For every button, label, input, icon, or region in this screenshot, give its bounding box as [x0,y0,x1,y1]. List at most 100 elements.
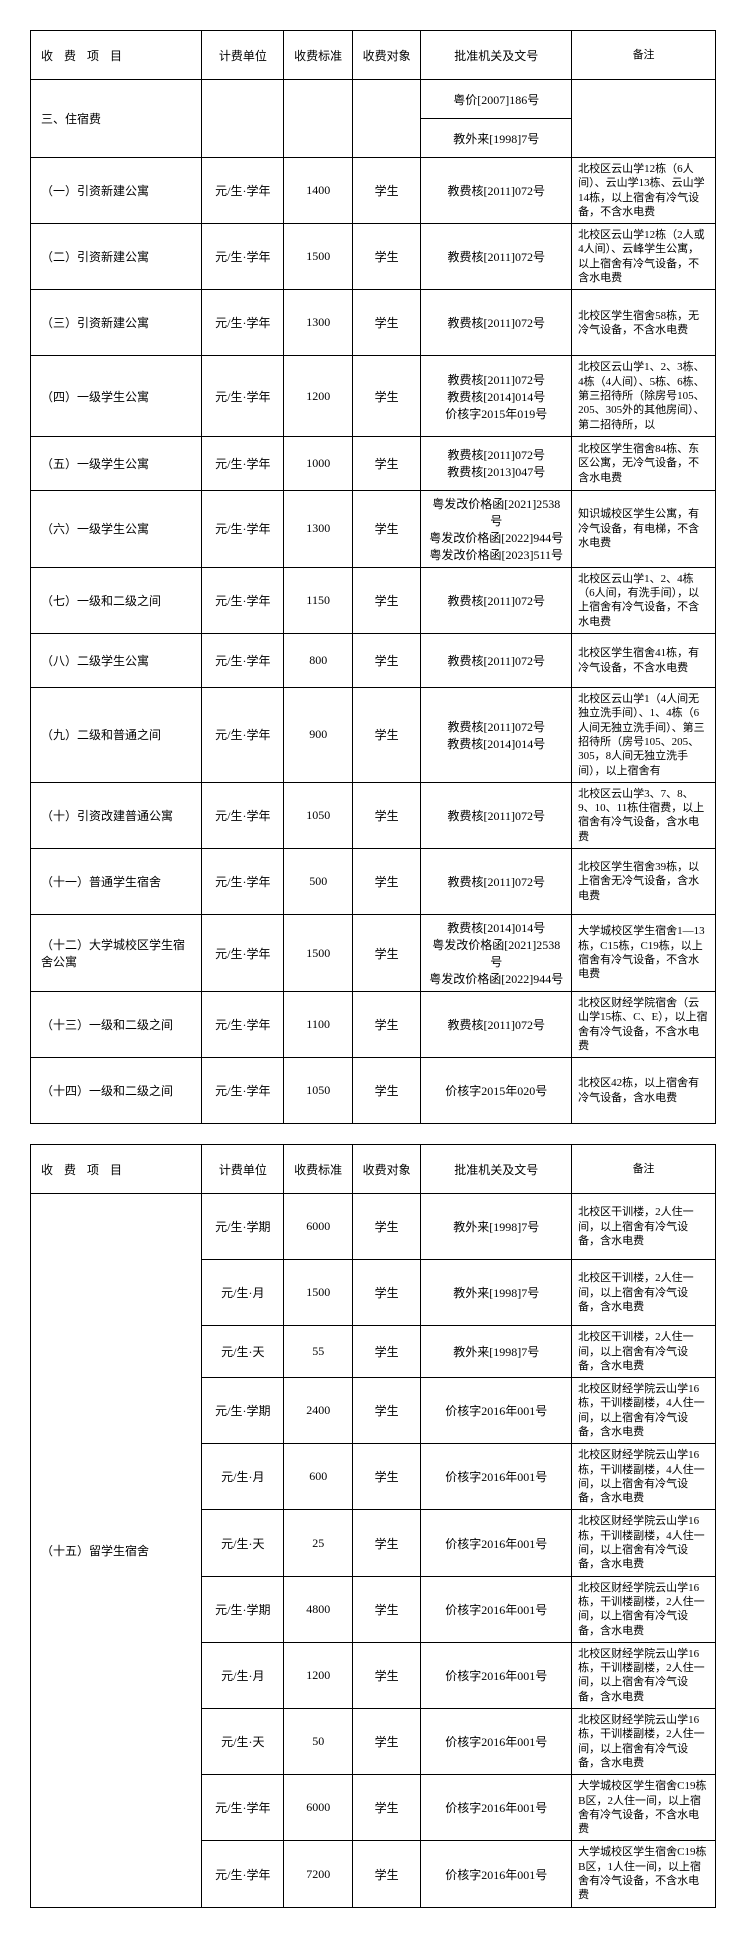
standard: 25 [284,1510,353,1576]
remark: 北校区财经学院云山学16栋，干训楼副楼，4人住一间，以上宿舍有冷气设备，含水电费 [572,1444,716,1510]
target: 学生 [352,688,421,783]
target: 学生 [352,1444,421,1510]
unit: 元/生·学期 [202,1378,284,1444]
unit: 元/生·天 [202,1326,284,1378]
remark: 北校区财经学院云山学16栋，干训楼副楼，4人住一间，以上宿舍有冷气设备，含水电费 [572,1378,716,1444]
standard: 1000 [284,436,353,490]
col-target: 收费对象 [352,31,421,80]
unit: 元/生·月 [202,1444,284,1510]
unit: 元/生·月 [202,1642,284,1708]
remark: 北校区财经学院宿舍（云山学15栋、C、E），以上宿舍有冷气设备，不含水电费 [572,992,716,1058]
unit: 元/生·学年 [202,436,284,490]
remark: 大学城校区学生宿舍C19栋B区，2人住一间，以上宿舍有冷气设备，不含水电费 [572,1775,716,1841]
fee-item: （八）二级学生公寓 [31,634,202,688]
col-target: 收费对象 [352,1145,421,1194]
fee-item: （十）引资改建普通公寓 [31,782,202,848]
table-row: （十二）大学城校区学生宿舍公寓元/生·学年1500学生教费核[2014]014号… [31,915,716,992]
standard: 1500 [284,1260,353,1326]
remark: 北校区干训楼，2人住一间，以上宿舍有冷气设备，含水电费 [572,1260,716,1326]
target: 学生 [352,1260,421,1326]
standard: 2400 [284,1378,353,1444]
unit: 元/生·月 [202,1260,284,1326]
approval: 教费核[2011]072号 [421,992,572,1058]
target: 学生 [352,1841,421,1907]
col-fee-item: 收 费 项 目 [31,1145,202,1194]
target: 学生 [352,849,421,915]
target: 学生 [352,1709,421,1775]
approval: 教费核[2011]072号 [421,290,572,356]
remark: 北校区云山学1、2、4栋（6人间，有洗手间），以上宿舍有冷气设备，不含水电费 [572,567,716,633]
table-row: （一）引资新建公寓元/生·学年1400学生教费核[2011]072号北校区云山学… [31,158,716,224]
fee-table-1: 收 费 项 目 计费单位 收费标准 收费对象 批准机关及文号 备注 三、住宿费 … [30,30,716,1124]
standard: 1400 [284,158,353,224]
fee-item: （九）二级和普通之间 [31,688,202,783]
unit: 元/生·学年 [202,1841,284,1907]
fee-item: （二）引资新建公寓 [31,224,202,290]
standard: 1200 [284,1642,353,1708]
unit: 元/生·学期 [202,1576,284,1642]
table-row: （十三）一级和二级之间元/生·学年1100学生教费核[2011]072号北校区财… [31,992,716,1058]
approval: 教费核[2011]072号 [421,782,572,848]
target: 学生 [352,1775,421,1841]
section-title: 三、住宿费 [31,80,202,158]
remark: 北校区学生宿舍41栋，有冷气设备，不含水电费 [572,634,716,688]
target: 学生 [352,436,421,490]
approval: 教费核[2011]072号 教费核[2013]047号 [421,436,572,490]
group-label: （十五）留学生宿舍 [31,1194,202,1907]
fee-item: （十四）一级和二级之间 [31,1058,202,1124]
unit: 元/生·学年 [202,915,284,992]
remark: 北校区云山学12栋（2人或4人间）、云峰学生公寓，以上宿舍有冷气设备，不含水电费 [572,224,716,290]
table-row: （十四）一级和二级之间元/生·学年1050学生价核字2015年020号北校区42… [31,1058,716,1124]
approval: 价核字2016年001号 [421,1775,572,1841]
approval: 教费核[2014]014号 粤发改价格函[2021]2538号 粤发改价格函[2… [421,915,572,992]
fee-item: （七）一级和二级之间 [31,567,202,633]
target: 学生 [352,1642,421,1708]
standard: 1050 [284,1058,353,1124]
unit: 元/生·学年 [202,224,284,290]
col-unit: 计费单位 [202,31,284,80]
col-remark: 备注 [572,1145,716,1194]
target: 学生 [352,1576,421,1642]
approval: 教费核[2011]072号 [421,158,572,224]
approval: 价核字2016年001号 [421,1642,572,1708]
target: 学生 [352,1194,421,1260]
target: 学生 [352,915,421,992]
remark: 北校区云山学3、7、8、9、10、11栋住宿费，以上宿舍有冷气设备，含水电费 [572,782,716,848]
unit: 元/生·天 [202,1709,284,1775]
approval: 教费核[2011]072号 [421,849,572,915]
remark: 北校区财经学院云山学16栋，干训楼副楼，2人住一间，以上宿舍有冷气设备，含水电费 [572,1642,716,1708]
remark: 北校区学生宿舍39栋，以上宿舍无冷气设备，含水电费 [572,849,716,915]
standard: 800 [284,634,353,688]
standard: 1300 [284,490,353,567]
table-row: （二）引资新建公寓元/生·学年1500学生教费核[2011]072号北校区云山学… [31,224,716,290]
section-row-a: 三、住宿费 粤价[2007]186号 [31,80,716,119]
standard: 4800 [284,1576,353,1642]
table-row: （十五）留学生宿舍元/生·学期6000学生教外来[1998]7号北校区干训楼，2… [31,1194,716,1260]
fee-table-2: 收 费 项 目 计费单位 收费标准 收费对象 批准机关及文号 备注 （十五）留学… [30,1144,716,1907]
standard: 900 [284,688,353,783]
target: 学生 [352,1326,421,1378]
col-remark: 备注 [572,31,716,80]
section-approval-2: 教外来[1998]7号 [421,119,572,158]
table-row: （五）一级学生公寓元/生·学年1000学生教费核[2011]072号 教费核[2… [31,436,716,490]
header-row: 收 费 项 目 计费单位 收费标准 收费对象 批准机关及文号 备注 [31,31,716,80]
unit: 元/生·学年 [202,688,284,783]
target: 学生 [352,158,421,224]
unit: 元/生·天 [202,1510,284,1576]
target: 学生 [352,782,421,848]
col-fee-item: 收 费 项 目 [31,31,202,80]
remark: 北校区云山学12栋（6人间）、云山学13栋、云山学14栋，以上宿舍有冷气设备，不… [572,158,716,224]
unit: 元/生·学年 [202,356,284,436]
col-standard: 收费标准 [284,31,353,80]
table-row: （八）二级学生公寓元/生·学年800学生教费核[2011]072号北校区学生宿舍… [31,634,716,688]
approval: 教外来[1998]7号 [421,1194,572,1260]
remark: 北校区干训楼，2人住一间，以上宿舍有冷气设备，含水电费 [572,1194,716,1260]
remark: 北校区云山学1（4人间无独立洗手间）、1、4栋（6人间无独立洗手间）、第三招待所… [572,688,716,783]
standard: 500 [284,849,353,915]
target: 学生 [352,992,421,1058]
target: 学生 [352,1058,421,1124]
standard: 6000 [284,1194,353,1260]
empty [284,80,353,158]
approval: 教费核[2011]072号 教费核[2014]014号 [421,688,572,783]
approval: 教费核[2011]072号 [421,567,572,633]
